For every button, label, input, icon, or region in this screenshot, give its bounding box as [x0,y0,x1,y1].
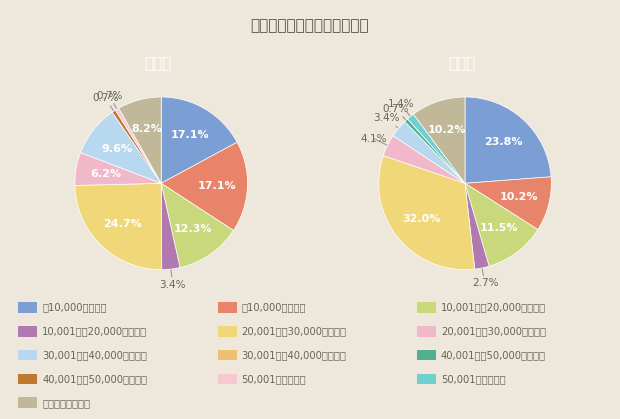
Wedge shape [112,110,161,183]
Text: 50,001円～の現金: 50,001円～の現金 [242,374,306,384]
Text: 1.4%: 1.4% [388,99,414,116]
Bar [19,326,37,336]
Wedge shape [75,183,162,270]
Wedge shape [81,112,161,183]
Text: 20,001円～30,000円の品物: 20,001円～30,000円の品物 [441,326,546,336]
Text: 17.1%: 17.1% [198,181,237,191]
Text: 23.8%: 23.8% [484,137,523,147]
Text: 12.3%: 12.3% [174,225,213,234]
Bar [417,374,436,384]
Text: 男　性: 男 性 [448,57,476,71]
Wedge shape [115,108,161,183]
Bar [218,302,237,313]
Text: 20,001円～30,000円の現金: 20,001円～30,000円の現金 [242,326,347,336]
Text: 17.1%: 17.1% [170,130,209,140]
Wedge shape [161,142,247,230]
Bar [417,326,436,336]
Wedge shape [414,97,465,183]
Text: 10.2%: 10.2% [428,125,467,135]
Text: 3.4%: 3.4% [373,114,400,128]
Text: ～10,000円の現金: ～10,000円の現金 [42,303,107,312]
Text: 10,001円～20,000円の現金: 10,001円～20,000円の現金 [441,303,546,312]
Text: 8.2%: 8.2% [131,124,162,134]
Bar [19,350,37,360]
Text: 0.7%: 0.7% [92,93,118,111]
Wedge shape [393,122,465,183]
Bar [19,398,37,408]
Text: 11.5%: 11.5% [479,223,518,233]
Text: 女　性: 女 性 [144,57,172,71]
Text: 会社や学生時代の先輩・上司: 会社や学生時代の先輩・上司 [250,18,370,33]
Wedge shape [118,97,161,183]
Text: 50,001円～の品物: 50,001円～の品物 [441,374,505,384]
Wedge shape [161,183,180,269]
Bar [218,374,237,384]
Text: 40,001円～50,000円の現金: 40,001円～50,000円の現金 [441,350,546,360]
Wedge shape [161,183,234,268]
Bar [19,374,37,384]
Text: 2.7%: 2.7% [472,269,498,288]
Text: 6.2%: 6.2% [91,169,122,179]
Text: 4.1%: 4.1% [360,134,387,145]
Wedge shape [75,153,161,186]
Bar [417,350,436,360]
Wedge shape [465,177,551,230]
Text: 30,001円～40,000円の現金: 30,001円～40,000円の現金 [42,350,147,360]
Text: 24.7%: 24.7% [103,219,141,229]
Text: 0.7%: 0.7% [96,91,122,109]
Text: 3.4%: 3.4% [159,270,186,290]
Text: 30,001円～40,000円の品物: 30,001円～40,000円の品物 [242,350,347,360]
Bar [218,350,237,360]
Text: 何も贈らなかった: 何も贈らなかった [42,398,90,408]
Wedge shape [379,155,475,269]
Wedge shape [161,97,237,183]
Bar [417,302,436,313]
Text: 9.6%: 9.6% [102,144,133,154]
Bar [19,302,37,313]
Text: 32.0%: 32.0% [402,214,441,223]
Wedge shape [383,136,465,183]
Wedge shape [407,114,465,183]
Bar [218,326,237,336]
Text: 10,001円～20,000円の品物: 10,001円～20,000円の品物 [42,326,148,336]
Text: 10.2%: 10.2% [500,192,539,202]
Text: 0.7%: 0.7% [383,104,409,119]
Wedge shape [405,119,465,183]
Wedge shape [465,97,551,183]
Wedge shape [465,183,489,269]
Text: 40,001円～50,000円の品物: 40,001円～50,000円の品物 [42,374,147,384]
Wedge shape [465,183,538,266]
Text: ～10,000円の品物: ～10,000円の品物 [242,303,306,312]
